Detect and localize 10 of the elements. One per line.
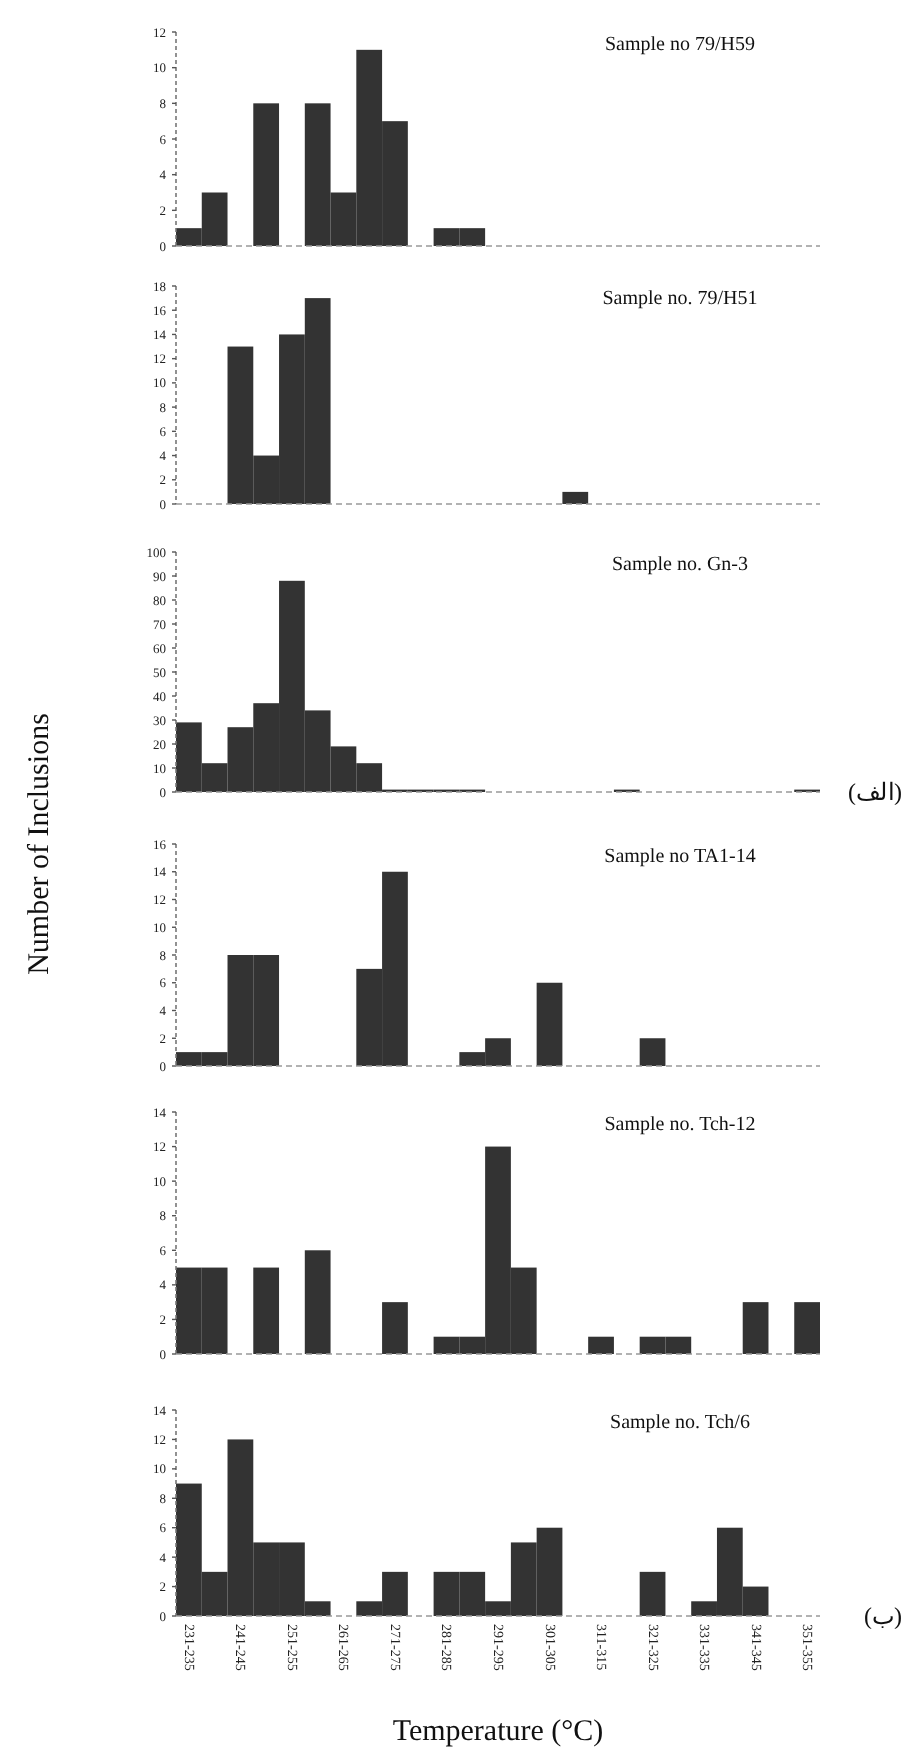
chart-title: Sample no 79/H59 (605, 34, 755, 56)
chart-title: Sample no TA1-14 (604, 846, 756, 868)
text: (ب) (864, 1602, 902, 1630)
y-axis-title: Number of Inclusions (24, 712, 56, 975)
chart-title: Sample no. Tch-12 (604, 1114, 756, 1136)
chart-title: Sample no. Tch/6 (610, 1412, 750, 1434)
chart-title: Sample no. 79/H51 (602, 288, 758, 310)
x-axis-title: Temperature (°C) (392, 1716, 604, 1748)
text: (الف) (848, 778, 902, 806)
chart-title: Sample no. Gn-3 (611, 554, 749, 576)
